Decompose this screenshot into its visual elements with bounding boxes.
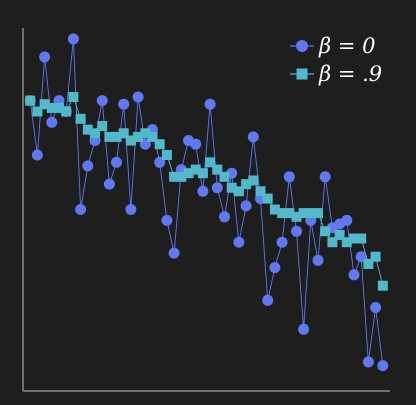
data-point xyxy=(168,247,180,259)
data-point xyxy=(312,254,324,266)
data-point xyxy=(25,95,36,106)
legend-entry-series-a: β = 0 xyxy=(290,34,375,58)
legend-marker-series-b xyxy=(296,68,308,80)
data-point xyxy=(240,200,252,212)
data-point xyxy=(154,139,165,150)
data-point xyxy=(46,102,57,113)
data-point xyxy=(284,208,295,219)
data-point xyxy=(233,236,245,248)
data-point xyxy=(31,149,43,161)
data-point xyxy=(169,171,180,182)
series-layer xyxy=(24,33,389,372)
data-point xyxy=(190,138,202,150)
data-point xyxy=(320,226,331,237)
data-point xyxy=(96,95,108,107)
data-point xyxy=(140,128,151,139)
data-point xyxy=(262,193,273,204)
legend-label-series-a: β = 0 xyxy=(318,34,375,58)
data-point xyxy=(341,214,353,226)
data-point xyxy=(219,171,230,182)
series-b xyxy=(25,92,388,291)
data-point xyxy=(356,233,367,244)
data-point xyxy=(118,98,130,110)
data-point xyxy=(39,99,50,110)
data-point xyxy=(61,106,72,117)
data-point xyxy=(125,204,137,215)
data-point xyxy=(327,237,338,248)
data-point xyxy=(291,211,302,222)
legend-marker-series-a xyxy=(296,40,308,52)
data-point xyxy=(362,356,374,368)
axes xyxy=(22,28,390,392)
data-point xyxy=(313,208,323,219)
legend-label-series-b: β = .9 xyxy=(318,62,382,86)
data-point xyxy=(276,236,288,248)
data-point xyxy=(161,150,172,160)
data-point xyxy=(247,131,259,143)
data-point xyxy=(75,113,86,124)
data-point xyxy=(68,92,79,102)
data-point xyxy=(132,91,144,103)
data-point xyxy=(226,182,237,193)
data-point xyxy=(133,131,144,142)
data-point xyxy=(204,98,216,110)
data-point xyxy=(349,233,359,244)
data-point xyxy=(283,171,295,183)
data-point xyxy=(219,211,230,223)
data-point xyxy=(363,258,374,269)
data-point xyxy=(377,360,389,372)
data-point xyxy=(82,160,94,172)
data-point xyxy=(211,182,223,194)
data-point xyxy=(161,214,173,226)
data-point xyxy=(46,116,58,128)
data-point xyxy=(255,186,266,197)
data-point xyxy=(305,208,316,219)
data-point xyxy=(125,135,136,146)
data-point xyxy=(147,131,158,142)
data-point xyxy=(370,251,381,262)
legend: β = 0 β = .9 xyxy=(290,34,382,86)
data-point xyxy=(298,208,309,219)
data-point xyxy=(111,131,122,142)
data-point xyxy=(54,102,64,113)
data-point xyxy=(233,186,244,197)
data-point xyxy=(183,168,194,179)
legend-entry-series-b: β = .9 xyxy=(290,62,382,86)
data-point xyxy=(190,164,201,175)
data-point xyxy=(111,156,122,168)
data-point xyxy=(319,171,331,183)
data-point xyxy=(269,204,280,215)
data-point xyxy=(75,204,87,215)
data-point xyxy=(262,294,274,306)
data-point xyxy=(103,178,115,190)
data-point xyxy=(82,124,93,135)
data-point xyxy=(334,229,345,240)
data-point xyxy=(197,168,208,179)
data-point xyxy=(241,179,252,190)
data-point xyxy=(298,323,310,335)
data-point xyxy=(269,262,281,274)
data-point xyxy=(90,128,100,139)
data-point xyxy=(118,128,129,139)
data-point xyxy=(377,280,388,291)
data-point xyxy=(32,106,43,117)
data-point xyxy=(176,171,187,182)
data-point xyxy=(370,302,382,313)
data-point xyxy=(67,33,79,45)
data-point xyxy=(39,51,51,63)
data-point xyxy=(291,225,302,237)
data-point xyxy=(348,269,360,281)
data-point xyxy=(205,157,216,168)
data-point xyxy=(341,237,352,248)
data-point xyxy=(97,121,108,131)
data-point xyxy=(277,208,288,219)
data-point xyxy=(248,175,259,186)
data-point xyxy=(212,164,223,175)
data-point xyxy=(197,185,209,197)
data-point xyxy=(104,131,115,142)
